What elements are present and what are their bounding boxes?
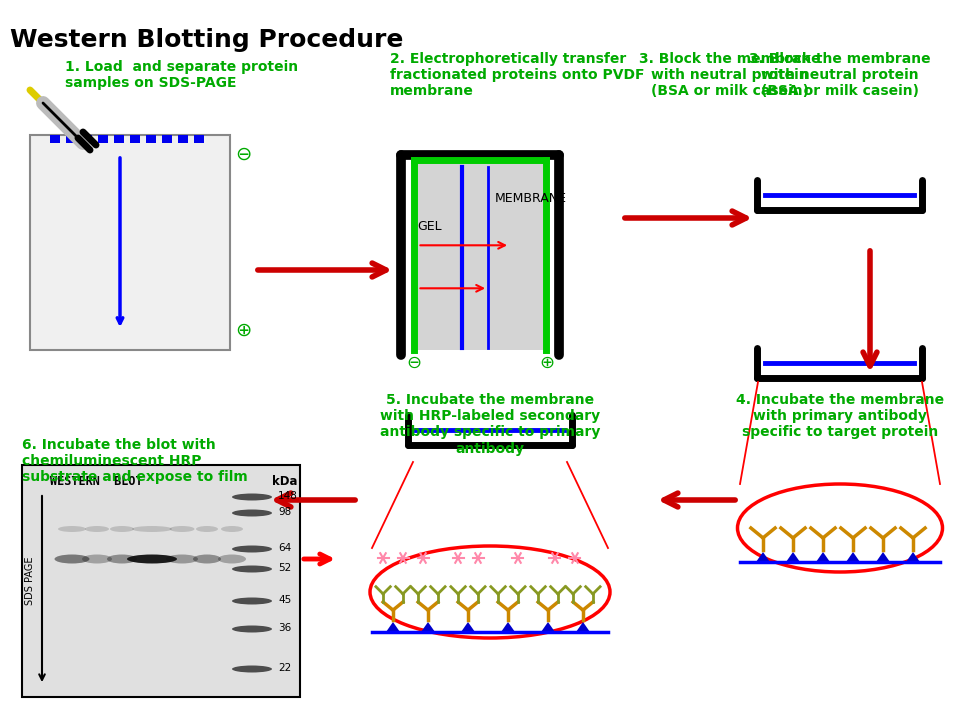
Polygon shape (541, 622, 555, 632)
Polygon shape (421, 622, 434, 632)
Ellipse shape (232, 510, 272, 516)
Ellipse shape (132, 526, 172, 532)
Text: ⊖: ⊖ (406, 354, 421, 372)
Text: 45: 45 (278, 595, 290, 605)
Ellipse shape (110, 526, 134, 532)
Bar (146, 135, 156, 143)
Polygon shape (845, 552, 859, 562)
Text: 98: 98 (278, 507, 290, 517)
Ellipse shape (232, 626, 272, 632)
Ellipse shape (221, 526, 243, 532)
Ellipse shape (218, 554, 245, 563)
Ellipse shape (107, 554, 137, 563)
Text: ⊕: ⊕ (538, 354, 554, 372)
Text: 4. Incubate the membrane
with primary antibody
specific to target protein: 4. Incubate the membrane with primary an… (735, 393, 943, 440)
Bar (417, 160, 542, 350)
Polygon shape (755, 552, 770, 562)
Bar (113, 135, 124, 143)
Ellipse shape (196, 526, 218, 532)
Ellipse shape (169, 526, 195, 532)
Ellipse shape (82, 554, 111, 563)
Bar (194, 135, 203, 143)
Text: 22: 22 (278, 663, 290, 673)
Ellipse shape (127, 554, 177, 563)
Text: 5. Incubate the membrane
with HRP-labeled secondary
antibody specific to primary: 5. Incubate the membrane with HRP-labele… (379, 393, 600, 455)
Text: MEMBRANE: MEMBRANE (495, 193, 566, 205)
Bar (161, 135, 172, 143)
Ellipse shape (166, 554, 198, 563)
Polygon shape (875, 552, 889, 562)
Polygon shape (385, 622, 400, 632)
Text: kDa: kDa (272, 475, 297, 488)
Text: 2. Electrophoretically transfer
fractionated proteins onto PVDF
membrane: 2. Electrophoretically transfer fraction… (389, 52, 644, 98)
Polygon shape (905, 552, 919, 562)
Bar (50, 135, 60, 143)
Text: 6. Incubate the blot with
chemiluminescent HRP
substrate and expose to film: 6. Incubate the blot with chemiluminesce… (22, 438, 247, 485)
Ellipse shape (736, 484, 942, 572)
Text: GEL: GEL (417, 221, 442, 233)
Text: 36: 36 (278, 623, 290, 633)
Text: ⊕: ⊕ (235, 321, 251, 340)
Ellipse shape (232, 546, 272, 553)
Polygon shape (816, 552, 829, 562)
Bar (98, 135, 108, 143)
Polygon shape (785, 552, 799, 562)
Text: 52: 52 (278, 563, 290, 573)
Ellipse shape (58, 526, 86, 532)
Ellipse shape (193, 554, 221, 563)
Text: 3. Block the membrane
with neutral protein
(BSA or milk casein): 3. Block the membrane with neutral prote… (748, 52, 930, 98)
Bar (130, 135, 140, 143)
Bar (66, 135, 76, 143)
Ellipse shape (85, 526, 109, 532)
Ellipse shape (232, 566, 272, 573)
Bar (82, 135, 92, 143)
Text: SDS PAGE: SDS PAGE (25, 557, 35, 605)
Ellipse shape (232, 597, 272, 604)
Ellipse shape (232, 493, 272, 500)
Text: 1. Load  and separate protein
samples on SDS-PAGE: 1. Load and separate protein samples on … (65, 60, 298, 90)
Ellipse shape (55, 554, 89, 563)
Text: 64: 64 (278, 543, 290, 553)
Text: ⊖: ⊖ (235, 145, 251, 164)
Polygon shape (575, 622, 590, 632)
Text: 148: 148 (278, 491, 297, 501)
Ellipse shape (232, 665, 272, 672)
Text: 3. Block the membrane
with neutral protein
(BSA or milk casein): 3. Block the membrane with neutral prote… (639, 52, 820, 98)
Polygon shape (461, 622, 474, 632)
Polygon shape (501, 622, 514, 632)
Ellipse shape (370, 546, 609, 638)
Bar (178, 135, 188, 143)
Text: Western Blotting Procedure: Western Blotting Procedure (10, 28, 403, 52)
Bar (30, 135, 230, 350)
Bar (22, 465, 299, 697)
Text: WESTERN  BLOT: WESTERN BLOT (50, 475, 143, 488)
